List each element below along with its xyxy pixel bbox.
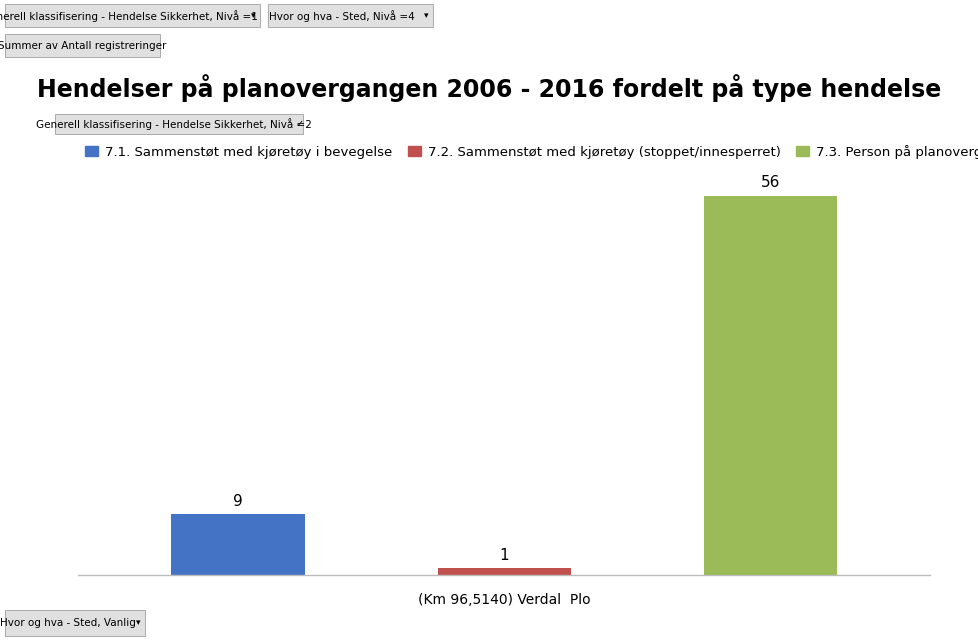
Text: ▾: ▾ — [136, 619, 140, 628]
Text: 1: 1 — [499, 548, 509, 563]
Text: Generell klassifisering - Hendelse Sikkerhet, Nivå =1: Generell klassifisering - Hendelse Sikke… — [0, 10, 257, 22]
FancyBboxPatch shape — [5, 4, 260, 27]
Text: ▾: ▾ — [250, 11, 255, 20]
Bar — [437, 568, 570, 575]
Text: Hendelser på planovergangen 2006 - 2016 fordelt på type hendelse: Hendelser på planovergangen 2006 - 2016 … — [37, 74, 941, 102]
FancyBboxPatch shape — [55, 114, 303, 134]
Text: ✓: ✓ — [295, 119, 303, 129]
Text: Generell klassifisering - Hendelse Sikkerhet, Nivå =2: Generell klassifisering - Hendelse Sikke… — [36, 117, 311, 129]
Text: Hvor og hva - Sted, Vanlig: Hvor og hva - Sted, Vanlig — [0, 618, 136, 628]
Text: 56: 56 — [760, 175, 779, 190]
Text: ▾: ▾ — [423, 11, 427, 20]
Text: Hvor og hva - Sted, Nivå =4: Hvor og hva - Sted, Nivå =4 — [269, 10, 415, 22]
FancyBboxPatch shape — [268, 4, 432, 27]
Text: 9: 9 — [233, 494, 243, 508]
Bar — [703, 196, 836, 575]
Text: Summer av Antall registreringer: Summer av Antall registreringer — [0, 40, 166, 51]
X-axis label: (Km 96,5140) Verdal  Plo: (Km 96,5140) Verdal Plo — [418, 593, 590, 607]
Bar — [171, 514, 304, 575]
Legend: 7.1. Sammenstøt med kjøretøy i bevegelse, 7.2. Sammenstøt med kjøretøy (stoppet/: 7.1. Sammenstøt med kjøretøy i bevegelse… — [85, 145, 978, 158]
FancyBboxPatch shape — [5, 610, 145, 636]
FancyBboxPatch shape — [5, 34, 159, 57]
